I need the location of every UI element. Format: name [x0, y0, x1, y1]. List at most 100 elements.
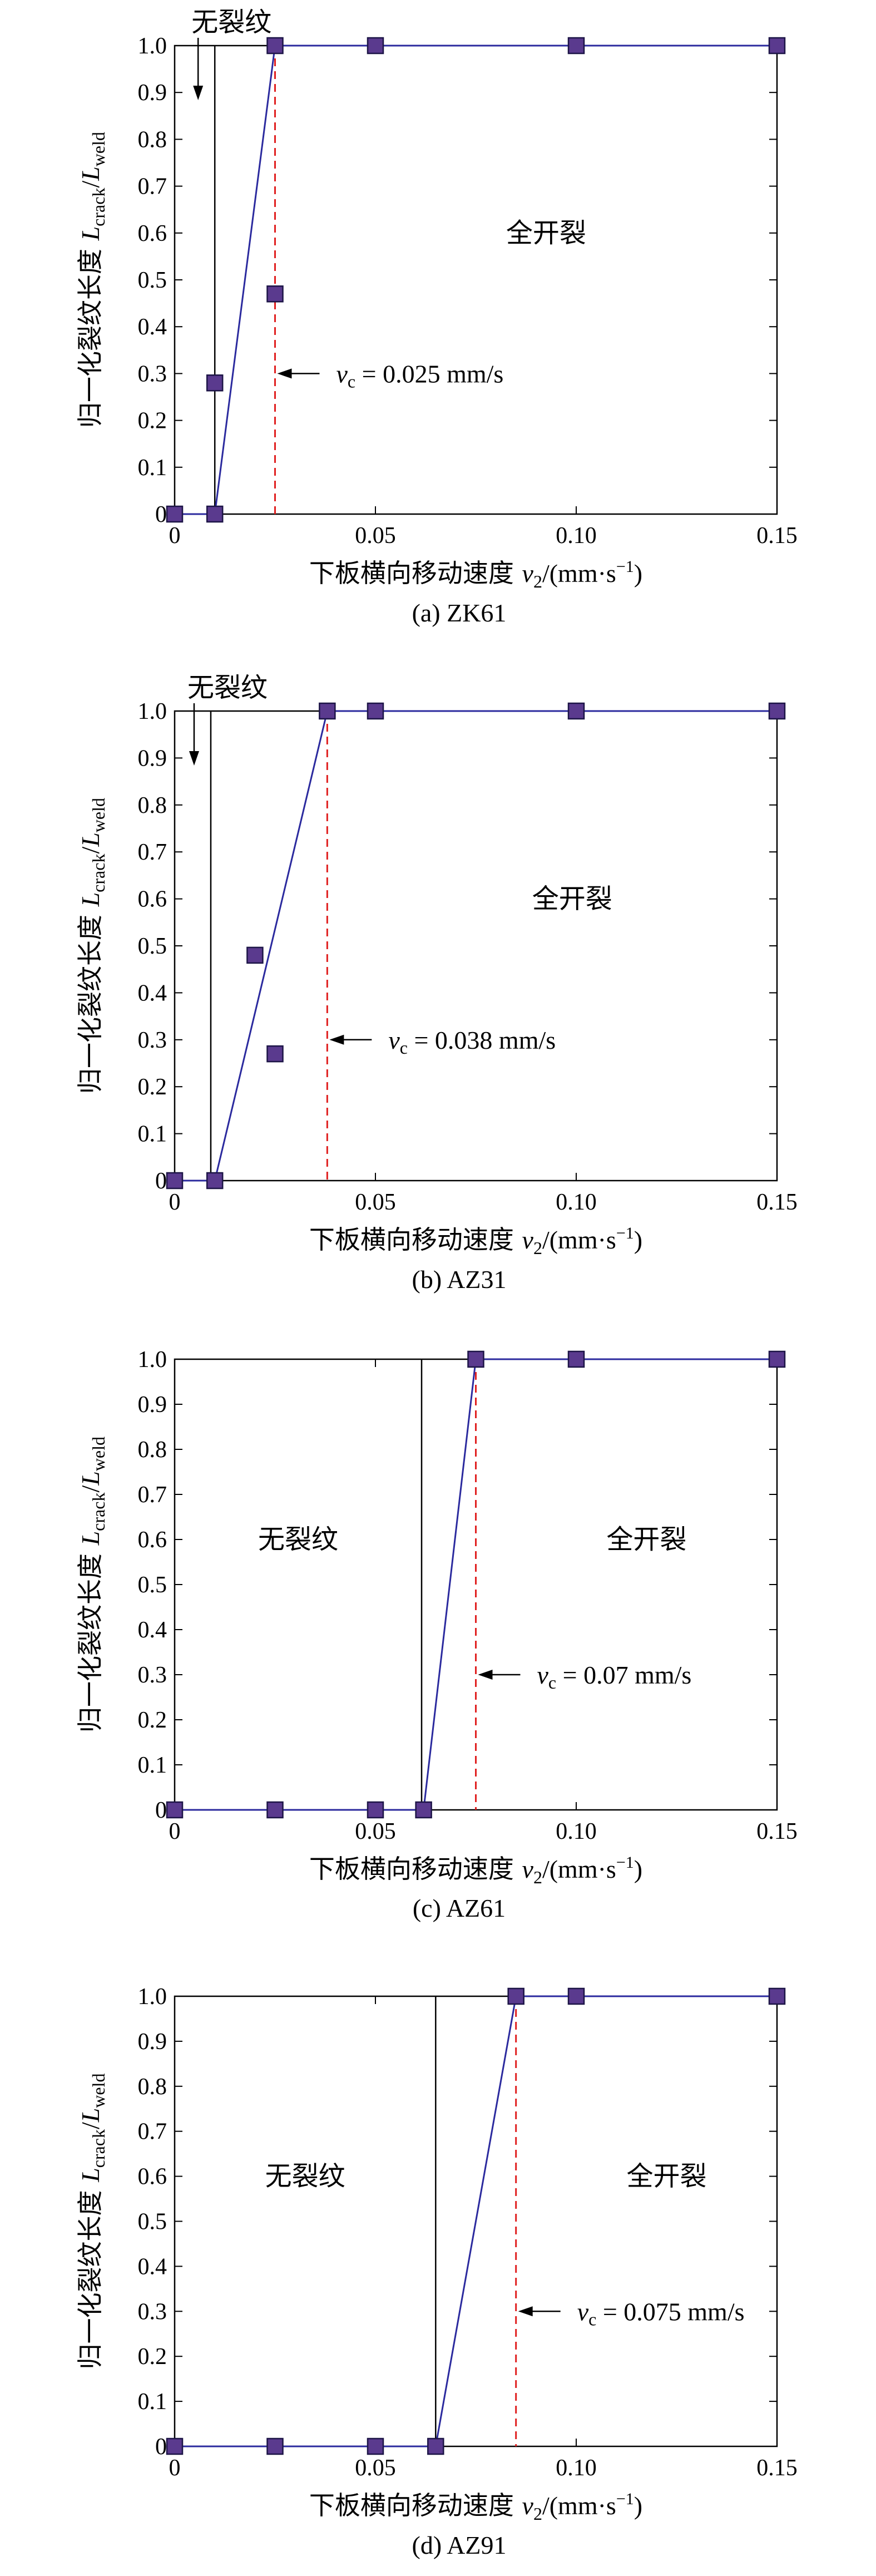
y-tick-label: 0.3: [138, 1662, 167, 1688]
vc-annotation: vc = 0.075 mm/s: [577, 2297, 745, 2329]
y-tick-label: 0.4: [138, 2254, 167, 2279]
y-tick-label: 1.0: [138, 1984, 167, 2010]
data-point: [415, 1801, 432, 1819]
y-tick-label: 0.8: [138, 2074, 167, 2100]
x-tick-label: 0.15: [756, 523, 798, 549]
vc-annotation: vc = 0.025 mm/s: [336, 359, 504, 391]
x-tick-label: 0: [169, 523, 181, 549]
y-axis-title: 归一化裂纹长度 Lcrack/Lweld: [75, 798, 108, 1094]
y-tick-label: 0: [155, 1798, 167, 1823]
no-crack-arrow-head: [189, 751, 199, 766]
plot-frame: [174, 710, 778, 1182]
y-tick-label: 1.0: [138, 33, 167, 59]
y-tick-label: 0.4: [138, 314, 167, 340]
x-axis-title: 下板横向移动速度 v2/(mm·s−1): [309, 2490, 642, 2524]
y-tick-label: 0.2: [138, 2344, 167, 2370]
data-point: [367, 37, 384, 55]
region-label-full-crack: 全开裂: [506, 218, 586, 249]
y-tick-label: 0: [155, 1168, 167, 1194]
panel-caption: (c) AZ61: [413, 1894, 506, 1922]
region-label-full-crack: 全开裂: [606, 1524, 686, 1555]
y-tick-label: 0.7: [138, 2119, 167, 2145]
no-crack-arrow-head: [193, 86, 204, 100]
y-tick-label: 0: [155, 2434, 167, 2460]
y-tick-label: 0.2: [138, 1708, 167, 1733]
y-tick-label: 0.2: [138, 1074, 167, 1100]
data-point: [367, 702, 384, 720]
chart-panel-2: 0 0.1 0.2 0.3 0.4 0.5 0.6 0.7 0.8 0.9 1.0 0 0.05 0.10…: [75, 672, 798, 1294]
x-tick-label: 0.05: [355, 523, 396, 549]
data-point: [768, 1350, 786, 1368]
y-tick-label: 1.0: [138, 1347, 167, 1373]
x-tick-label: 0.15: [756, 1819, 798, 1844]
y-tick-label: 0.2: [138, 408, 167, 434]
y-tick-label: 0.8: [138, 793, 167, 818]
y-tick-label: 0.3: [138, 1028, 167, 1053]
y-tick-label: 0.5: [138, 2209, 167, 2235]
y-tick-label: 0.1: [138, 1122, 167, 1147]
y-tick-label: 0.7: [138, 840, 167, 865]
panel-caption: (d) AZ91: [412, 2531, 507, 2559]
y-axis-title: 归一化裂纹长度 Lcrack/Lweld: [75, 1437, 108, 1733]
data-point: [246, 946, 264, 964]
chart-panel-3: 0 0.1 0.2 0.3 0.4 0.5 0.6 0.7 0.8 0.9 1.0 0 0.05 0.10…: [75, 1347, 798, 1922]
vc-arrow-head: [277, 368, 292, 379]
y-tick-label: 0.7: [138, 1482, 167, 1508]
x-tick-label: 0.05: [355, 1190, 396, 1215]
x-tick-label: 0.05: [355, 2455, 396, 2481]
y-tick-label: 0.4: [138, 1617, 167, 1643]
data-point: [427, 2437, 444, 2455]
data-point: [467, 1350, 484, 1368]
y-tick-label: 0.5: [138, 934, 167, 959]
y-tick-label: 0.1: [138, 455, 167, 481]
data-point: [507, 1987, 524, 2005]
panel-caption: (a) ZK61: [412, 599, 507, 627]
x-tick-label: 0.10: [556, 2455, 597, 2481]
y-tick-label: 0.9: [138, 2029, 167, 2055]
y-tick-label: 0.4: [138, 980, 167, 1006]
panel-caption: (b) AZ31: [412, 1265, 507, 1294]
region-label-no-crack: 无裂纹: [191, 7, 271, 38]
data-point: [567, 1350, 585, 1368]
y-tick-label: 0.6: [138, 221, 167, 246]
data-point: [266, 2437, 284, 2455]
series-line: [175, 1995, 777, 2447]
y-tick-label: 0.6: [138, 2164, 167, 2190]
x-tick-label: 0.10: [556, 1190, 597, 1215]
region-label-full-crack: 全开裂: [532, 884, 612, 915]
x-tick-label: 0: [169, 1190, 181, 1215]
data-point: [319, 702, 336, 720]
chart-panel-4: 0 0.1 0.2 0.3 0.4 0.5 0.6 0.7 0.8 0.9 1.0 0 0.05 0.10…: [75, 1984, 798, 2559]
y-tick-label: 0.8: [138, 1437, 167, 1463]
data-point: [768, 702, 786, 720]
x-tick-label: 0: [169, 2455, 181, 2481]
data-point: [266, 1045, 284, 1063]
x-tick-label: 0: [169, 1819, 181, 1844]
x-axis-title: 下板横向移动速度 v2/(mm·s−1): [309, 1853, 642, 1887]
series-line: [175, 710, 777, 1182]
data-point: [567, 702, 585, 720]
data-point: [367, 2437, 384, 2455]
region-label-no-crack: 无裂纹: [187, 672, 268, 703]
y-tick-label: 0: [155, 502, 167, 527]
data-point: [567, 37, 585, 55]
x-tick-label: 0.10: [556, 523, 597, 549]
data-point: [266, 1801, 284, 1819]
data-point: [206, 374, 224, 392]
x-axis-title: 下板横向移动速度 v2/(mm·s−1): [309, 1224, 642, 1258]
y-tick-label: 0.5: [138, 1572, 167, 1598]
y-tick-label: 0.6: [138, 887, 167, 912]
y-tick-label: 0.1: [138, 1753, 167, 1778]
data-point: [367, 1801, 384, 1819]
x-tick-label: 0.15: [756, 1190, 798, 1215]
chart-panel-1: 0 0.1 0.2 0.3 0.4 0.5 0.6 0.7 0.8 0.9 1.0 0 0.05 0.10…: [75, 7, 798, 627]
vc-arrow-head: [518, 2306, 533, 2317]
y-tick-label: 0.9: [138, 1392, 167, 1418]
data-point: [206, 1172, 224, 1190]
data-point: [266, 37, 284, 55]
data-point: [567, 1987, 585, 2005]
x-axis-title: 下板横向移动速度 v2/(mm·s−1): [309, 557, 642, 591]
x-tick-label: 0.05: [355, 1819, 396, 1844]
vc-arrow-head: [478, 1670, 493, 1680]
